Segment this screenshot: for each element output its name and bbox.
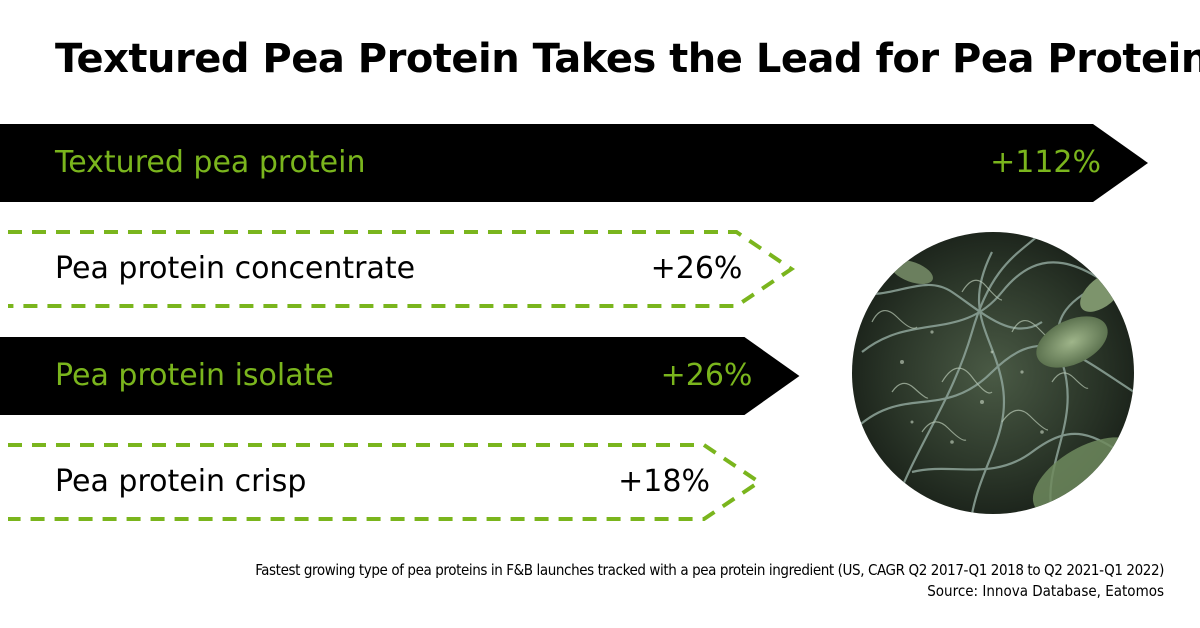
bar-value-pea-protein-concentrate: +26%: [650, 251, 743, 286]
pea-plant-photo: [852, 232, 1134, 514]
bar-pea-protein-isolate: [0, 337, 800, 415]
bar-value-pea-protein-isolate: +26%: [660, 358, 753, 393]
bar-value-pea-protein-crisp: +18%: [618, 464, 710, 499]
footnote: Fastest growing type of pea proteins in …: [255, 560, 1164, 602]
bar-pea-protein-concentrate: [8, 230, 796, 308]
chart-title: Textured Pea Protein Takes the Lead for …: [55, 36, 1200, 82]
pea-plant-image: [852, 232, 1134, 514]
bar-label-pea-protein-concentrate: Pea protein concentrate: [55, 251, 416, 286]
bar-label-pea-protein-crisp: Pea protein crisp: [55, 464, 307, 499]
bar-label-pea-protein-isolate: Pea protein isolate: [55, 358, 334, 393]
footnote-text: Fastest growing type of pea proteins in …: [255, 561, 1164, 579]
bar-value-textured-pea-protein: +112%: [990, 145, 1101, 180]
bar-textured-pea-protein: [0, 124, 1148, 202]
source-text: Source: Innova Database, Eatomos: [927, 582, 1164, 600]
bar-label-textured-pea-protein: Textured pea protein: [55, 145, 366, 180]
bar-pea-protein-crisp: [8, 443, 763, 521]
